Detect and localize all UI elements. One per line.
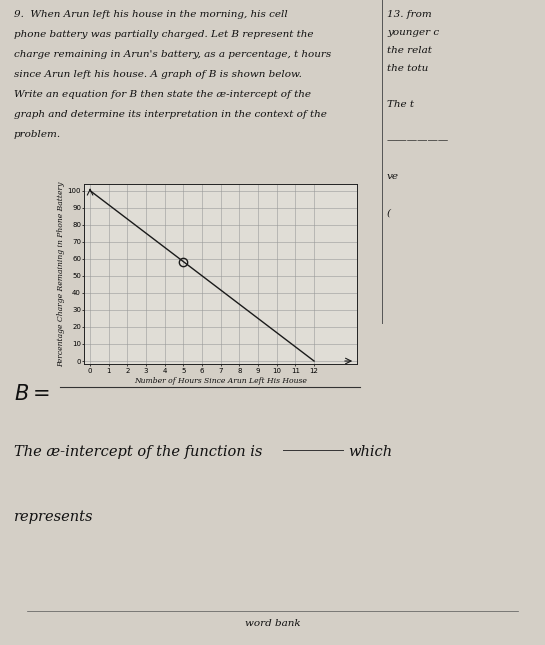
Text: since Arun left his house. A graph of B is shown below.: since Arun left his house. A graph of B … xyxy=(14,70,301,79)
Text: vе: vе xyxy=(387,172,399,181)
Text: the totu: the totu xyxy=(387,64,428,73)
Text: the relat: the relat xyxy=(387,46,432,55)
Text: charge remaining in Arun's battery, as a percentage, t hours: charge remaining in Arun's battery, as a… xyxy=(14,50,331,59)
Text: (: ( xyxy=(387,208,391,217)
Text: which: which xyxy=(348,445,392,459)
Text: represents: represents xyxy=(14,510,93,524)
Text: Write an equation for B then state the æ-intercept of the: Write an equation for B then state the æ… xyxy=(14,90,311,99)
Text: phone battery was partially charged. Let B represent the: phone battery was partially charged. Let… xyxy=(14,30,313,39)
Text: 13. from: 13. from xyxy=(387,10,432,19)
Text: problem.: problem. xyxy=(14,130,60,139)
Text: word bank: word bank xyxy=(245,619,300,628)
Text: The æ-intercept of the function is: The æ-intercept of the function is xyxy=(14,445,262,459)
Text: 9.  When Arun left his house in the morning, his cell: 9. When Arun left his house in the morni… xyxy=(14,10,287,19)
Text: $B=$: $B=$ xyxy=(14,384,50,404)
Text: The t: The t xyxy=(387,100,414,109)
Text: ——————: —————— xyxy=(387,136,449,145)
Y-axis label: Percentage Charge Remaining in Phone Battery: Percentage Charge Remaining in Phone Bat… xyxy=(57,181,65,367)
Text: younger c: younger c xyxy=(387,28,439,37)
X-axis label: Number of Hours Since Arun Left His House: Number of Hours Since Arun Left His Hous… xyxy=(134,377,307,384)
Text: graph and determine its interpretation in the context of the: graph and determine its interpretation i… xyxy=(14,110,326,119)
